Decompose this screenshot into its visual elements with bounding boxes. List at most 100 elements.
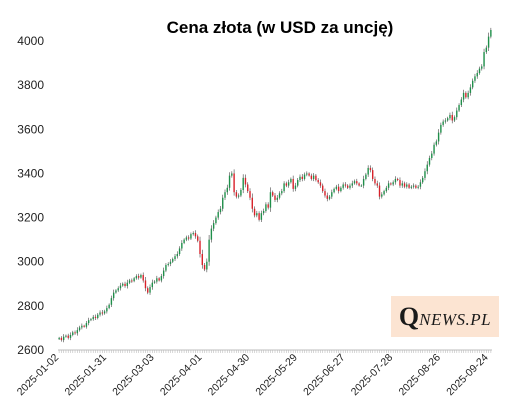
y-tick-label: 3600 — [17, 122, 44, 136]
candle-body — [247, 184, 249, 192]
x-tick-label: 2025-05-29 — [253, 352, 300, 399]
candle-body — [431, 153, 433, 158]
x-tick-label: 2025-01-02 — [15, 352, 62, 399]
candle-body — [485, 47, 488, 53]
candle-body — [133, 278, 135, 282]
qnews-logo: QNEWS.PL — [391, 296, 499, 337]
logo-text: QNEWS.PL — [399, 302, 491, 332]
candle-body — [308, 173, 310, 176]
candle-body — [456, 110, 458, 118]
candle-body — [240, 190, 242, 196]
candle-body — [440, 124, 442, 133]
candle-body — [487, 36, 490, 48]
candle-body — [124, 283, 126, 286]
candle-body — [172, 259, 174, 262]
candle-body — [360, 185, 363, 187]
candle-body — [192, 233, 194, 235]
candle-body — [374, 178, 376, 184]
candle-body — [185, 237, 188, 240]
candle-body — [453, 117, 456, 121]
candle-body — [403, 183, 406, 187]
candle-body — [199, 240, 201, 254]
candle-body — [306, 173, 308, 175]
candle-body — [249, 191, 251, 198]
y-axis: 2600 2800 3000 3200 3400 3600 3800 4000 — [17, 34, 44, 357]
candle-body — [142, 274, 144, 281]
logo-rest: NEWS.PL — [419, 309, 492, 329]
candle-body — [92, 316, 94, 320]
candle-body — [260, 213, 263, 220]
candle-body — [358, 183, 360, 186]
candle-body — [78, 327, 81, 331]
candle-body — [122, 283, 124, 286]
candle-body — [349, 185, 351, 188]
candle-body — [208, 239, 210, 262]
candle-body — [83, 325, 85, 327]
candle-body — [285, 183, 288, 186]
candle-body — [165, 265, 167, 271]
x-tick-label: 2025-04-01 — [158, 352, 205, 399]
x-tick-label: 2025-09-24 — [444, 352, 491, 399]
candle-body — [281, 191, 283, 194]
candle-body — [156, 278, 158, 282]
candle-body — [412, 185, 415, 187]
candle-body — [160, 276, 163, 281]
candle-body — [428, 158, 431, 165]
candle-body — [474, 76, 476, 81]
candle-body — [415, 185, 417, 188]
candle-body — [158, 278, 160, 281]
candle-body — [256, 213, 258, 216]
candle-body — [224, 192, 226, 198]
candle-body — [144, 280, 147, 289]
candle-body — [60, 337, 63, 341]
candle-body — [67, 335, 69, 338]
candle-body — [178, 248, 181, 254]
candle-body — [394, 178, 397, 183]
candle-body — [478, 68, 481, 74]
candle-body — [458, 105, 460, 111]
candle-body — [328, 196, 331, 199]
y-tick-label: 3000 — [17, 255, 44, 269]
candle-body — [467, 92, 469, 98]
candle-body — [231, 173, 233, 176]
candle-body — [274, 195, 276, 200]
candle-body — [101, 312, 104, 314]
y-tick-label: 4000 — [17, 34, 44, 48]
y-tick-label: 2800 — [17, 299, 44, 313]
candle-body — [176, 254, 178, 257]
candle-body — [81, 325, 83, 328]
candle-body — [299, 176, 301, 181]
candle-body — [449, 114, 451, 119]
candle-body — [317, 180, 319, 183]
candle-body — [215, 217, 217, 224]
candle-body — [444, 120, 447, 122]
candles-series — [58, 27, 492, 343]
y-tick-label: 3200 — [17, 211, 44, 225]
candle-body — [117, 288, 119, 291]
candle-body — [294, 185, 297, 189]
candle-body — [110, 298, 113, 305]
candle-body — [226, 187, 228, 193]
candle-body — [219, 208, 222, 213]
candle-body — [372, 170, 374, 179]
candle-body — [169, 261, 172, 264]
candle-body — [337, 186, 340, 192]
candle-body — [265, 204, 267, 211]
candle-body — [212, 223, 215, 229]
candle-body — [483, 52, 485, 67]
candle-body — [303, 174, 306, 179]
candle-body — [106, 308, 108, 312]
candle-body — [65, 335, 67, 337]
candle-body — [272, 192, 274, 196]
candle-body — [128, 280, 131, 283]
candle-body — [333, 188, 335, 193]
candle-body — [76, 330, 79, 334]
candle-body — [383, 191, 385, 195]
candle-body — [115, 290, 117, 293]
candle-body — [283, 183, 285, 192]
candle-body — [376, 183, 378, 186]
x-tick-label: 2025-07-28 — [349, 352, 396, 399]
candle-body — [290, 178, 292, 183]
